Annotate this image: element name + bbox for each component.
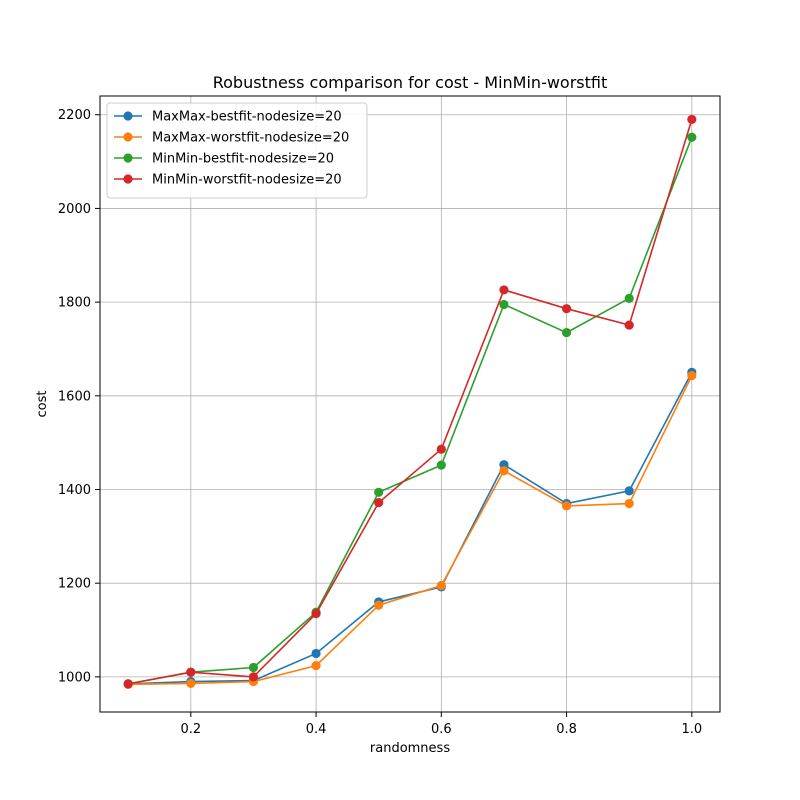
x-axis-label: randomness [370,741,450,756]
x-tick-label: 0.2 [180,722,201,737]
series [123,114,697,689]
series [123,371,697,689]
chart-title: Robustness comparison for cost - MinMin-… [213,73,608,92]
data-point [186,678,196,689]
legend-label: MinMin-worstfit-nodesize=20 [152,173,342,188]
data-point [436,580,446,591]
data-point [436,444,446,454]
data-point [499,285,509,295]
y-tick-label: 1600 [58,389,91,404]
series-line [128,119,693,685]
data-point [624,320,634,330]
data-point [687,371,697,381]
legend-item: MinMin-worstfit-nodesize=20 [114,173,342,188]
y-axis: 1000 1200 1400 1600 1800 2000 2200 [58,108,100,685]
data-point [624,486,634,496]
data-point [499,466,509,476]
legend-marker [123,111,133,121]
data-point [123,679,133,689]
data-point [248,662,259,673]
data-point [687,114,697,125]
legend-marker [123,174,133,184]
legend-label: MinMin-bestfit-nodesize=20 [152,152,334,167]
legend-box [106,102,368,199]
data-point [311,661,321,671]
data-point [248,672,259,682]
data-point [374,487,384,497]
series-layer [123,114,697,689]
y-tick-label: 1200 [58,577,91,592]
y-tick-label: 2000 [58,202,91,217]
legend-label: MaxMax-worstfit-nodesize=20 [152,131,349,146]
data-point [561,501,572,511]
legend-marker [123,132,133,142]
legend-item: MaxMax-bestfit-nodesize=20 [114,110,342,125]
x-tick-label: 1.0 [681,722,702,737]
x-tick-label: 0.8 [556,722,577,737]
y-tick-label: 2200 [58,108,91,123]
series [123,132,697,689]
y-tick-label: 1800 [58,296,91,311]
series-line [128,372,693,685]
data-point [624,293,634,303]
legend-item: MaxMax-worstfit-nodesize=20 [114,131,349,146]
data-point [561,327,572,338]
x-tick-label: 0.4 [306,722,327,737]
legend-label: MaxMax-bestfit-nodesize=20 [152,110,342,125]
series-line [128,136,693,685]
data-point [311,648,321,659]
series [123,367,697,689]
data-point [436,460,446,470]
x-tick-label: 0.6 [431,722,452,737]
data-point [311,609,321,619]
data-point [186,667,196,677]
y-axis-label: cost [35,391,50,418]
plot-frame [99,95,721,713]
legend-marker [123,153,133,163]
y-tick-label: 1000 [58,670,91,685]
legend-item: MinMin-bestfit-nodesize=20 [114,152,334,167]
data-point [374,600,384,610]
legend: MaxMax-bestfit-nodesize=20 MaxMax-worstfi… [106,102,368,199]
data-point [499,299,509,310]
y-tick-label: 1400 [58,483,91,498]
data-point [624,498,634,509]
data-point [687,132,697,142]
data-point [374,498,384,508]
series-line [128,375,693,686]
x-axis: 0.2 0.4 0.6 0.8 1.0 [180,712,702,737]
data-point [561,304,572,314]
